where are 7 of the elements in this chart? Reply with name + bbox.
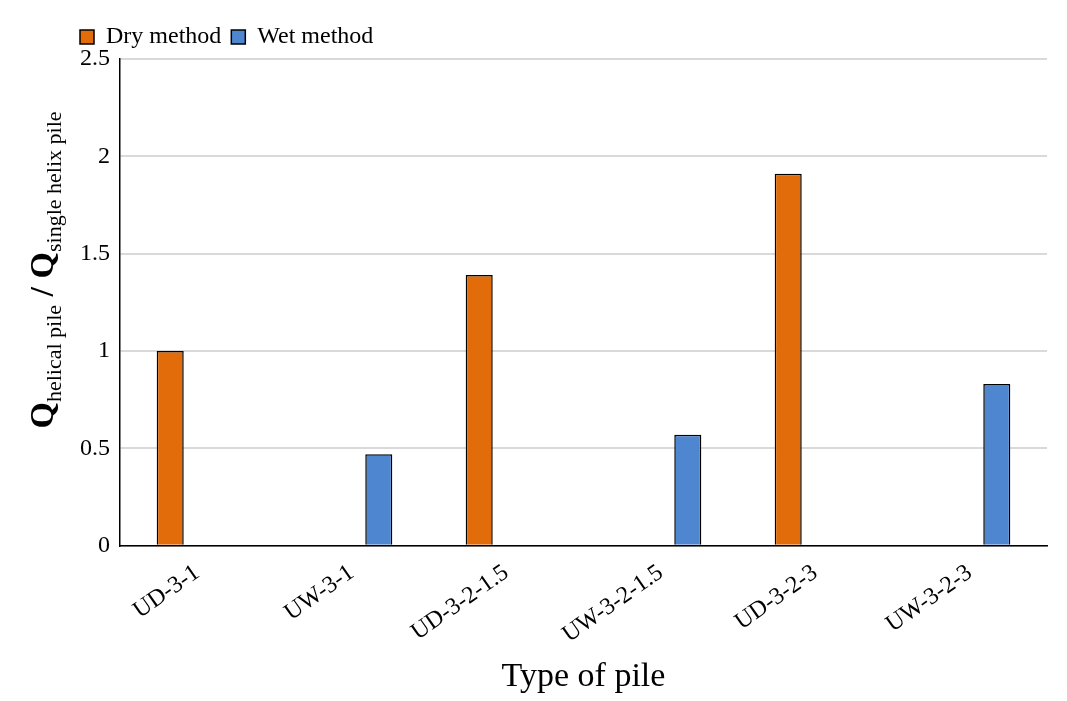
y-tick-label: 1 [98,336,110,363]
y-tick-label: 0.5 [80,433,110,460]
legend-label: Wet method [257,22,374,49]
y-tick-label: 2 [98,141,110,168]
y-tick-label: 1.5 [80,238,110,265]
x-axis-title: Type of pile [501,655,666,693]
y-tick-label: 0 [98,531,110,558]
